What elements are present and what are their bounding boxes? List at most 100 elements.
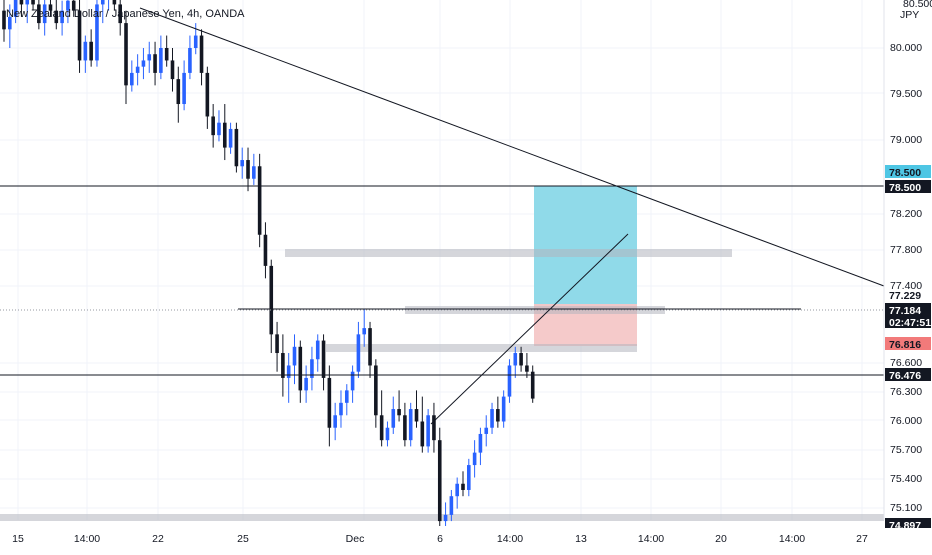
price-tag-bg bbox=[885, 518, 931, 528]
grid-lines bbox=[0, 0, 884, 520]
candle-body bbox=[211, 116, 215, 136]
ascending-trendline[interactable] bbox=[430, 233, 629, 425]
candle bbox=[432, 402, 436, 453]
time-axis[interactable]: 15 14:00 22 25 Dec 6 14:00 13 14:00 20 14:00 27 bbox=[0, 526, 884, 550]
candle bbox=[257, 153, 262, 248]
time-tick-label: 20 bbox=[715, 533, 727, 545]
candle bbox=[315, 334, 320, 372]
candle-body bbox=[310, 359, 314, 378]
candle-body bbox=[42, 4, 47, 24]
price-tag-bg bbox=[885, 368, 931, 381]
candle bbox=[530, 365, 535, 403]
candle-body bbox=[397, 409, 401, 416]
candle bbox=[490, 402, 494, 434]
candle-body bbox=[391, 409, 396, 428]
candle bbox=[71, 0, 76, 17]
candlestick-series bbox=[2, 0, 535, 534]
candle-body bbox=[333, 415, 337, 428]
candle bbox=[37, 0, 41, 30]
candle bbox=[437, 427, 442, 528]
candle-body bbox=[513, 353, 518, 366]
candle bbox=[414, 390, 419, 428]
candle-body bbox=[408, 409, 413, 441]
candle-body bbox=[426, 415, 430, 447]
candle bbox=[54, 0, 59, 30]
candle-body bbox=[95, 4, 99, 61]
candle bbox=[519, 346, 523, 372]
candle bbox=[135, 54, 140, 86]
candle-body bbox=[100, 0, 105, 5]
candle bbox=[170, 48, 175, 92]
candle-body bbox=[496, 409, 500, 422]
candle bbox=[350, 365, 355, 403]
candle bbox=[222, 104, 227, 161]
candle bbox=[108, 0, 110, 11]
candle bbox=[403, 402, 407, 447]
price-tag: 78.500 bbox=[889, 182, 921, 194]
candle-body bbox=[472, 452, 477, 466]
bottom-zone[interactable] bbox=[0, 514, 884, 521]
candle bbox=[304, 365, 308, 403]
candle-body bbox=[257, 166, 262, 235]
candle bbox=[310, 346, 314, 391]
candle-body bbox=[71, 0, 76, 11]
resistance-zone[interactable] bbox=[285, 249, 732, 257]
candle-body bbox=[228, 128, 233, 148]
target-zone[interactable] bbox=[534, 186, 637, 306]
candle bbox=[193, 23, 198, 55]
price-tick-label: 76.000 bbox=[890, 415, 922, 427]
candle bbox=[281, 334, 285, 397]
candle-body bbox=[507, 365, 512, 397]
candle bbox=[31, 0, 35, 11]
symbol-title[interactable]: New Zealand Dollar / Japanese Yen, 4h, O… bbox=[6, 8, 245, 20]
candle bbox=[426, 409, 430, 453]
candle bbox=[60, 0, 64, 36]
candle-body bbox=[298, 346, 303, 391]
candle bbox=[164, 35, 169, 67]
candle-body bbox=[222, 122, 227, 148]
price-tick-label: 79.500 bbox=[890, 88, 922, 100]
candle-body bbox=[246, 160, 250, 179]
candle bbox=[25, 0, 30, 24]
drawing-lines[interactable] bbox=[0, 7, 885, 425]
candle bbox=[333, 402, 337, 441]
price-axis[interactable]: 80.500 JPY 80.000 79.500 79.000 78.200 77.80… bbox=[883, 0, 932, 532]
candle-body bbox=[252, 166, 256, 179]
candle-body bbox=[292, 346, 297, 366]
candle bbox=[286, 353, 291, 403]
candle-body bbox=[199, 35, 204, 73]
candle-body bbox=[530, 371, 535, 399]
candle-body bbox=[519, 353, 523, 366]
candle-body bbox=[461, 483, 465, 490]
price-tick-label: 76.600 bbox=[890, 357, 922, 369]
candle bbox=[100, 0, 105, 24]
candle-body bbox=[159, 48, 163, 73]
price-tick-label: 75.400 bbox=[890, 473, 922, 485]
time-tick-label: 14:00 bbox=[74, 533, 100, 545]
price-tag: 74.897 bbox=[889, 520, 921, 532]
candle bbox=[391, 396, 396, 434]
candle-body bbox=[164, 48, 169, 61]
descending-trendline[interactable] bbox=[139, 7, 885, 287]
price-axis-background bbox=[884, 0, 932, 520]
support-zone[interactable] bbox=[326, 344, 637, 352]
time-tick-label: 22 bbox=[152, 533, 164, 545]
candle-body bbox=[344, 390, 349, 403]
candle-body bbox=[141, 60, 146, 67]
candle bbox=[496, 396, 500, 428]
candle bbox=[507, 359, 512, 403]
candle-body bbox=[368, 328, 372, 366]
candle-body bbox=[449, 496, 454, 515]
candle-body bbox=[385, 427, 390, 441]
time-tick-label: 15 bbox=[12, 533, 24, 545]
price-tag-bg bbox=[885, 337, 931, 350]
time-tick-label: Dec bbox=[346, 533, 365, 545]
candle-body bbox=[188, 48, 192, 73]
candle bbox=[42, 0, 47, 36]
candle bbox=[292, 334, 297, 385]
candle bbox=[2, 0, 6, 42]
candle-body bbox=[170, 60, 175, 80]
candle bbox=[298, 340, 303, 403]
